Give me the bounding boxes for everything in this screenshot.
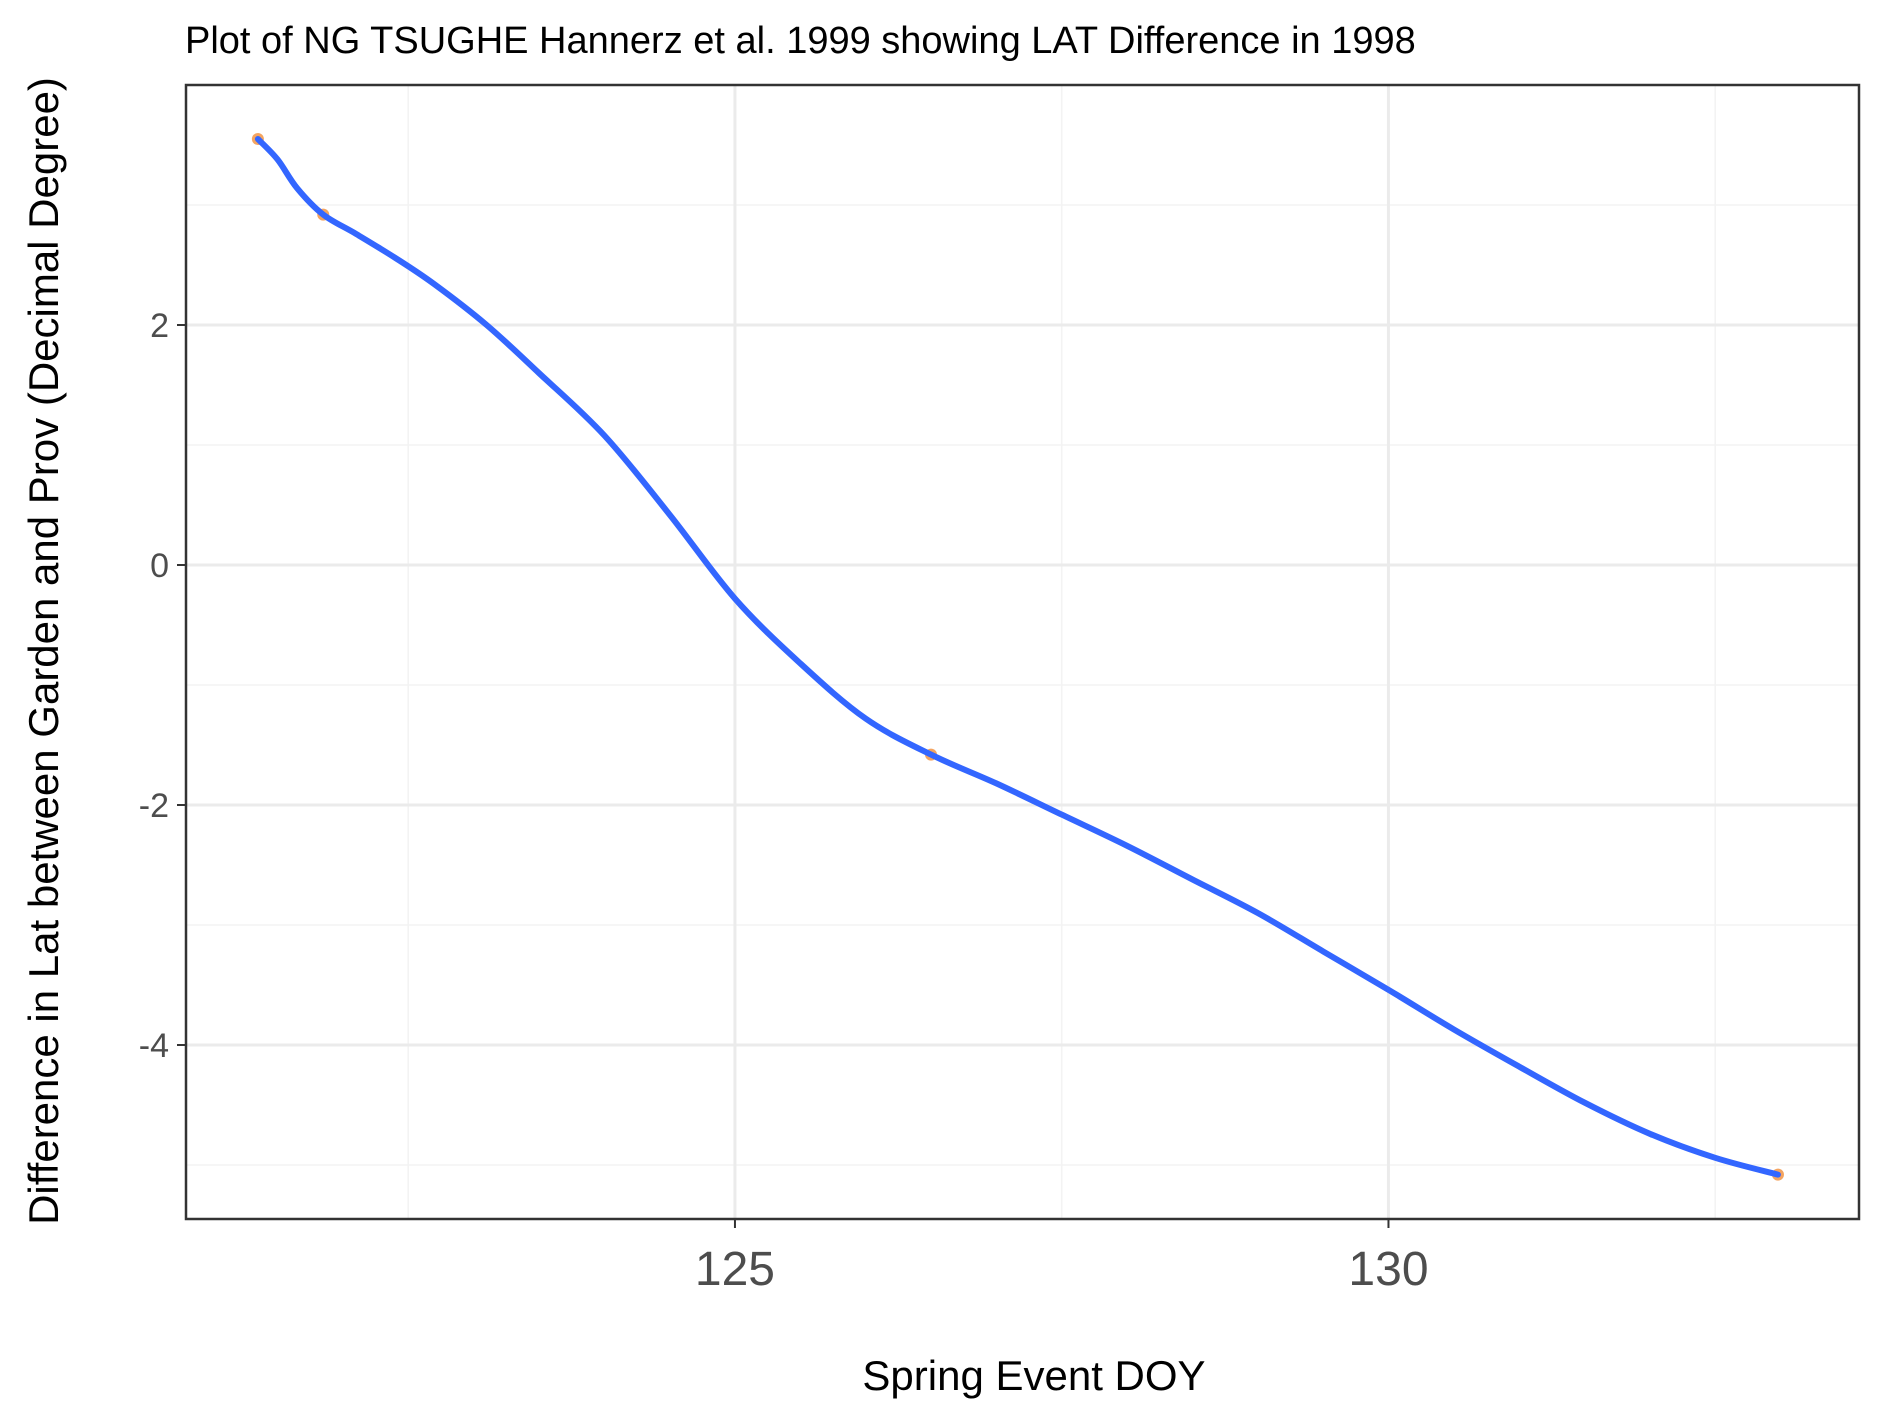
series-layer	[251, 133, 1784, 1181]
y-tick-label: 2	[150, 307, 169, 345]
x-axis-title: Spring Event DOY	[862, 1352, 1205, 1399]
y-tick-label: -2	[139, 787, 169, 825]
x-axis-ticks: 125 130	[695, 1219, 1429, 1296]
y-tick-label: 0	[150, 547, 169, 585]
y-tick-label: -4	[139, 1027, 169, 1065]
x-tick-label: 130	[1348, 1243, 1428, 1296]
y-axis-ticks: -4 -2 0 2	[139, 307, 186, 1065]
y-axis-title: Difference in Lat between Garden and Pro…	[20, 77, 67, 1225]
smooth-line	[254, 136, 1781, 1178]
x-tick-label: 125	[695, 1243, 775, 1296]
panel-border	[184, 83, 1861, 1221]
gridlines	[186, 85, 1859, 1219]
chart-title: Plot of NG TSUGHE Hannerz et al. 1999 sh…	[185, 20, 1416, 62]
